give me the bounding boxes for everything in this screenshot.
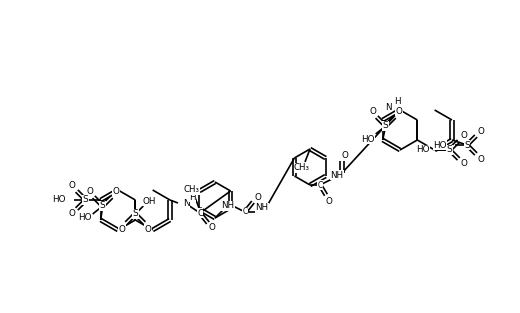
- Text: C: C: [317, 181, 322, 189]
- Text: O: O: [68, 209, 75, 218]
- Text: O: O: [477, 155, 485, 163]
- Text: N: N: [183, 199, 190, 208]
- Text: O: O: [68, 182, 75, 191]
- Text: C: C: [242, 208, 248, 217]
- Text: C: C: [197, 208, 203, 218]
- Text: NH: NH: [255, 203, 268, 213]
- Text: O: O: [342, 151, 348, 160]
- Text: O: O: [255, 192, 262, 202]
- Text: S: S: [100, 202, 106, 211]
- Text: CH₃: CH₃: [294, 163, 310, 172]
- Text: O: O: [460, 131, 467, 141]
- Text: HO: HO: [361, 135, 374, 143]
- Text: O: O: [395, 106, 402, 115]
- Text: S: S: [133, 209, 138, 218]
- Text: OH: OH: [142, 197, 156, 206]
- Text: O: O: [119, 224, 126, 233]
- Text: O: O: [209, 223, 215, 233]
- Text: H: H: [189, 192, 196, 202]
- Text: HO: HO: [78, 213, 92, 223]
- Text: S: S: [447, 146, 452, 155]
- Text: NH: NH: [222, 202, 235, 211]
- Text: HO: HO: [52, 196, 66, 204]
- Text: O: O: [369, 106, 376, 115]
- Text: HO: HO: [434, 141, 447, 150]
- Text: NH: NH: [330, 171, 344, 179]
- Text: O: O: [112, 187, 119, 196]
- Text: O: O: [326, 197, 332, 206]
- Text: S: S: [83, 196, 88, 204]
- Text: O: O: [460, 160, 467, 168]
- Text: N: N: [385, 102, 392, 111]
- Text: H: H: [394, 96, 400, 105]
- Text: HO: HO: [416, 146, 430, 155]
- Text: S: S: [383, 121, 388, 131]
- Text: O: O: [477, 126, 485, 136]
- Text: O: O: [86, 187, 93, 196]
- Text: S: S: [464, 141, 470, 150]
- Text: CH₃: CH₃: [184, 186, 199, 194]
- Text: O: O: [145, 224, 152, 233]
